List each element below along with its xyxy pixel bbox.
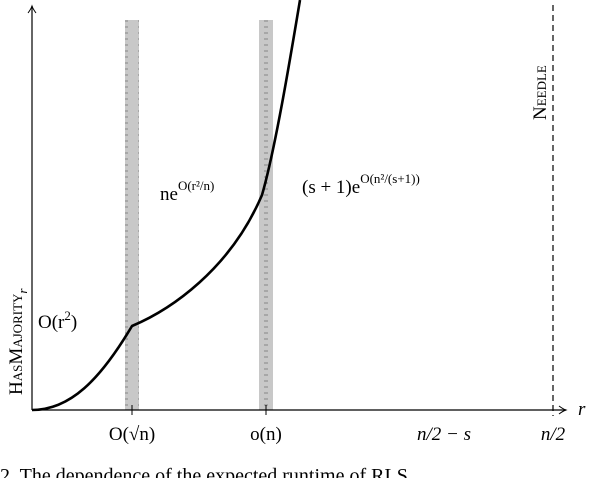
- shaded-band: [125, 20, 139, 410]
- x-label: o(n): [250, 424, 282, 445]
- curve-label: neO(r²/n): [160, 178, 214, 205]
- y-axis-label: HasMajorityr: [6, 288, 30, 395]
- threshold-label: Needle: [530, 65, 551, 120]
- curve-label: (s + 1)eO(n²/(s+1)): [302, 171, 420, 198]
- curve-label: O(r2): [38, 308, 77, 333]
- x-label: n/2 − s: [417, 424, 471, 445]
- x-label: O(√n): [109, 424, 155, 445]
- x-label: n/2: [541, 424, 566, 445]
- runtime-curve: [31, 0, 302, 412]
- shaded-band: [259, 20, 273, 410]
- x-axis-label: r: [578, 399, 586, 420]
- caption: 2. The dependence of the expected runtim…: [0, 465, 408, 478]
